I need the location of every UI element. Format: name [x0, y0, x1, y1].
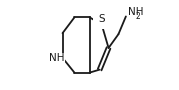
Text: 2: 2 [135, 12, 140, 21]
Text: S: S [98, 14, 105, 24]
Text: NH: NH [128, 7, 143, 17]
Text: NH: NH [49, 53, 65, 63]
